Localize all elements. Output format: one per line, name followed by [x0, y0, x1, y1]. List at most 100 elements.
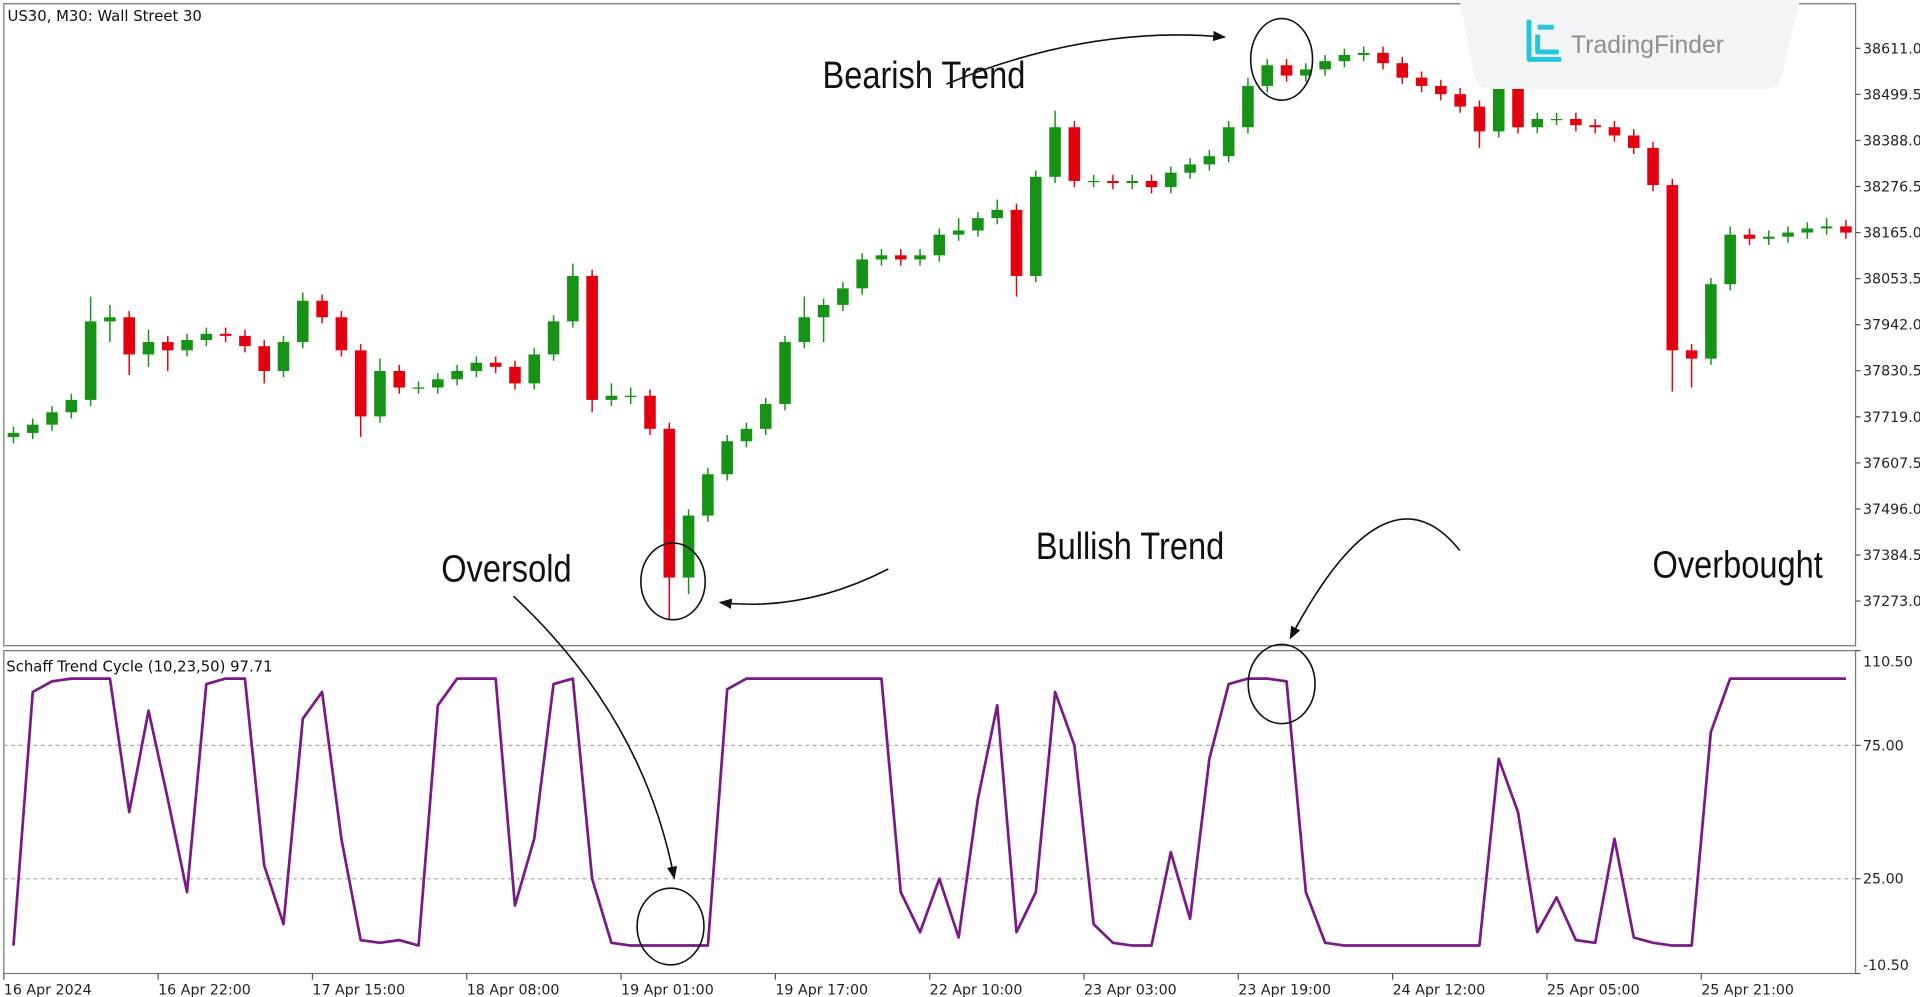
candle-body: [817, 304, 830, 318]
candle-body: [972, 218, 984, 231]
candle-body: [104, 317, 116, 322]
candle-body: [740, 428, 753, 442]
candle-body: [1145, 180, 1158, 188]
candle-body: [412, 387, 425, 389]
candle-body: [239, 335, 251, 347]
price-panel: [3, 3, 1857, 647]
axes: 38611.0 38499.5 38388.0 38276.5 38165.0 38053…: [3, 41, 1920, 997]
candle-body: [354, 350, 367, 417]
y-tick-label: 37719.0: [1863, 410, 1920, 426]
x-tick-label: 23 Apr 19:00: [1238, 983, 1331, 997]
candle-body: [1184, 164, 1196, 173]
highlight-circle: [1247, 643, 1316, 725]
candle-body: [316, 300, 328, 318]
candle-body: [721, 441, 733, 475]
candle-body: [1454, 94, 1466, 107]
candle-body: [1685, 350, 1698, 359]
stc-line: [12, 677, 1846, 947]
y-tick-label: 25.00: [1863, 872, 1904, 888]
candle-body: [952, 230, 965, 235]
logo-icon: [1526, 19, 1562, 62]
candle-body: [1473, 106, 1486, 132]
candle-body: [46, 412, 58, 425]
candle-body: [567, 275, 579, 322]
candle-body: [1531, 118, 1544, 128]
x-tick-label: 18 Apr 08:00: [467, 983, 560, 997]
candle-body: [1300, 69, 1312, 76]
candle-body: [837, 288, 849, 305]
candle-body: [335, 317, 348, 351]
x-tick-label: 19 Apr 17:00: [775, 983, 868, 997]
y-tick-label: 37830.5: [1863, 364, 1920, 380]
annotation-shapes: [512, 17, 1461, 966]
candle-body: [1705, 284, 1717, 359]
y-tick-label: 37273.0: [1863, 594, 1920, 610]
indicator-plot: [3, 677, 1856, 947]
candle-body: [1724, 234, 1736, 285]
candle-body: [1550, 118, 1563, 121]
x-tick-label: 25 Apr 21:00: [1701, 983, 1794, 997]
candle-body: [1261, 65, 1274, 86]
candle-body: [1319, 61, 1331, 70]
candle-body: [1435, 85, 1447, 95]
candle-body: [1743, 234, 1756, 239]
candle-body: [509, 366, 521, 384]
y-tick-label: 38053.5: [1863, 272, 1920, 288]
candle-body: [1762, 236, 1775, 239]
candle-body: [65, 399, 78, 413]
candle-body: [1068, 127, 1081, 181]
candle-body: [1415, 77, 1428, 86]
y-tick-label: 38276.5: [1863, 179, 1920, 195]
indicator-panel: [3, 650, 1857, 975]
candle-body: [432, 379, 444, 388]
candle-body: [528, 354, 541, 384]
candle-body: [1222, 127, 1235, 157]
candle-body: [586, 275, 598, 400]
candle-body: [297, 300, 309, 343]
candle-body: [1280, 65, 1293, 76]
candle-body: [1840, 226, 1852, 233]
y-tick-label: 38388.0: [1863, 133, 1920, 149]
candle-body: [1589, 125, 1601, 128]
candle-body: [1357, 52, 1370, 55]
annotation: Oversold: [441, 547, 571, 590]
annotation: Bullish Trend: [1036, 525, 1224, 568]
y-tick-label: 38611.0: [1863, 41, 1920, 57]
arrow: [718, 568, 889, 609]
highlight-circle: [1249, 17, 1314, 101]
candle-body: [663, 428, 676, 578]
candle-body: [142, 342, 155, 355]
candle-body: [451, 370, 463, 380]
highlight-circle: [636, 887, 705, 966]
candle-body: [393, 370, 406, 388]
y-tick-label: -10.50: [1863, 958, 1909, 974]
candle-body: [644, 395, 656, 429]
candle-body: [1338, 54, 1351, 62]
x-tick-label: 25 Apr 05:00: [1547, 983, 1640, 997]
candle-body: [914, 255, 926, 260]
candle-body: [470, 362, 483, 371]
price-plot: [7, 46, 1852, 619]
candle-body: [161, 342, 174, 351]
candle-body: [200, 333, 213, 340]
x-tick-label: 16 Apr 22:00: [158, 983, 251, 997]
x-tick-label: 24 Apr 12:00: [1393, 983, 1486, 997]
candle-body: [1570, 118, 1582, 126]
candle-body: [1647, 147, 1659, 186]
candle-body: [1512, 85, 1524, 128]
candle-body: [1377, 52, 1389, 64]
candle-body: [1010, 209, 1023, 276]
candle-body: [1396, 63, 1409, 78]
indicator-title: Schaff Trend Cycle (10,23,50) 97.71: [6, 659, 272, 676]
candle-body: [1627, 135, 1640, 148]
candle-body: [1782, 232, 1794, 237]
candle-body: [1203, 156, 1216, 165]
arrow: [1289, 518, 1461, 640]
x-tick-label: 22 Apr 10:00: [930, 983, 1023, 997]
candle-body: [682, 515, 695, 578]
annotation: Overbought: [1652, 543, 1822, 586]
arrow: [512, 595, 678, 880]
candle-body: [277, 342, 290, 371]
candle-body: [1107, 180, 1119, 184]
y-tick-label: 37607.5: [1863, 456, 1920, 472]
